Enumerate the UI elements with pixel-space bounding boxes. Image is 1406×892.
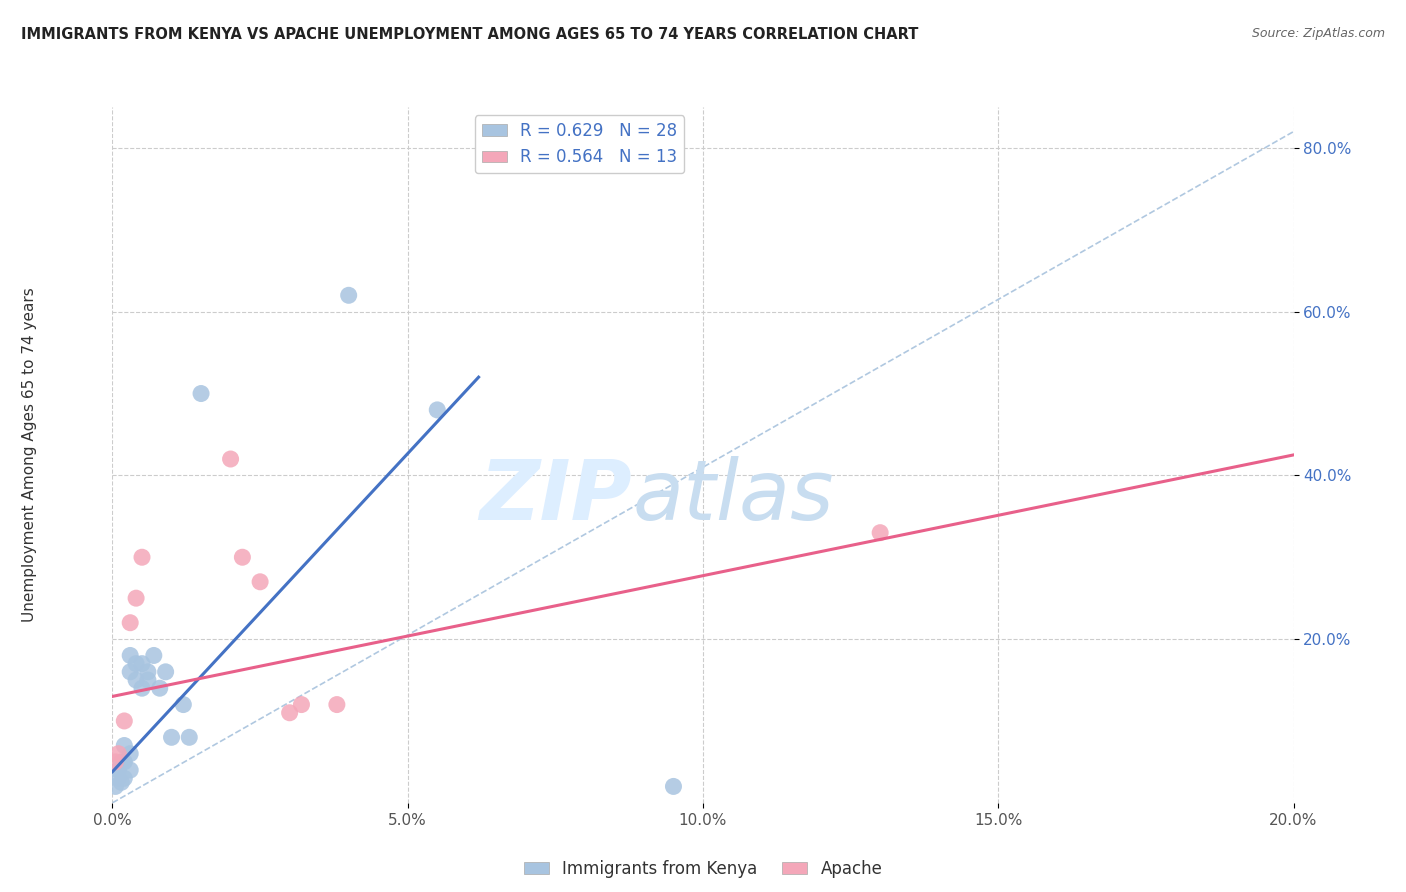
Point (136, 673, 159, 687)
Point (120, 747, 142, 761)
Point (869, 525, 891, 540)
Point (190, 386, 212, 401)
Point (112, 739, 135, 753)
Point (249, 574, 271, 589)
Point (426, 403, 449, 417)
Point (142, 648, 165, 663)
Text: ZIP: ZIP (479, 456, 633, 537)
Point (120, 665, 142, 679)
Point (120, 648, 142, 663)
Point (131, 550, 153, 565)
Point (136, 665, 159, 679)
Text: Unemployment Among Ages 65 to 74 years: Unemployment Among Ages 65 to 74 years (22, 287, 38, 623)
Point (337, 288, 360, 302)
Point (179, 731, 201, 745)
Legend: Immigrants from Kenya, Apache: Immigrants from Kenya, Apache (517, 853, 889, 884)
Point (131, 657, 153, 671)
Point (155, 665, 177, 679)
Point (290, 698, 312, 712)
Point (110, 775, 132, 789)
Point (131, 681, 153, 696)
Point (112, 771, 135, 785)
Point (172, 698, 194, 712)
Point (149, 681, 172, 696)
Point (326, 698, 349, 712)
Point (112, 714, 135, 728)
Point (120, 615, 142, 630)
Text: Source: ZipAtlas.com: Source: ZipAtlas.com (1251, 27, 1385, 40)
Text: IMMIGRANTS FROM KENYA VS APACHE UNEMPLOYMENT AMONG AGES 65 TO 74 YEARS CORRELATI: IMMIGRANTS FROM KENYA VS APACHE UNEMPLOY… (21, 27, 918, 42)
Text: atlas: atlas (633, 456, 834, 537)
Point (125, 673, 148, 687)
Point (662, 780, 685, 794)
Point (107, 771, 129, 785)
Point (219, 452, 242, 467)
Point (120, 763, 142, 777)
Point (107, 763, 129, 777)
Point (125, 591, 148, 606)
Point (231, 550, 253, 565)
Point (112, 755, 135, 769)
Point (104, 755, 127, 769)
Point (125, 657, 148, 671)
Point (110, 755, 132, 769)
Point (104, 780, 127, 794)
Point (278, 706, 301, 720)
Point (160, 731, 183, 745)
Point (107, 747, 129, 761)
